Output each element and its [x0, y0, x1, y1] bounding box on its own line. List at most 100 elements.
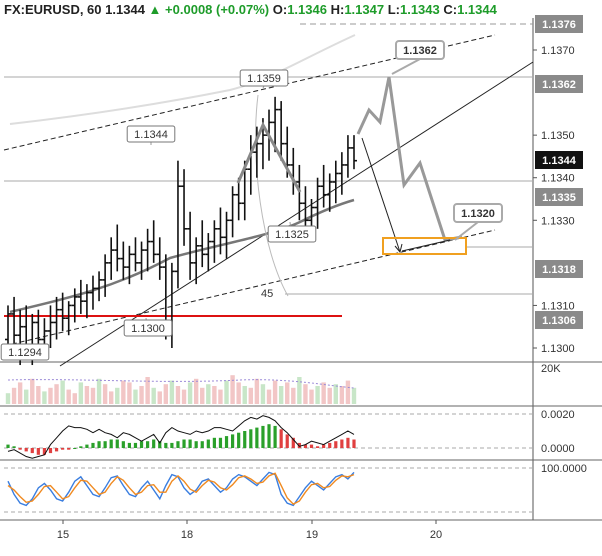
projection-arrow-line — [361, 137, 401, 253]
callout-1359-box — [239, 69, 289, 87]
price-axis-label: 1.1310 — [541, 300, 575, 312]
volume-bar — [102, 384, 108, 404]
macd-histogram-bar — [224, 436, 229, 448]
volume-bar — [212, 386, 217, 404]
ohlc-bar — [181, 169, 188, 246]
ohlc-bar — [83, 284, 90, 319]
macd-histogram-bar — [121, 441, 125, 448]
target-zone-box — [382, 237, 467, 255]
volume-bar — [230, 375, 235, 404]
volume-bar — [175, 386, 181, 404]
volume-bar — [157, 391, 162, 404]
callout-1325: 1.1325 — [267, 221, 317, 243]
macd-histogram-bar — [218, 437, 223, 448]
macd-histogram-bar — [67, 448, 71, 450]
volume-bar — [108, 391, 114, 404]
ohlc-bar — [320, 164, 327, 208]
ohlc-bar — [223, 211, 230, 259]
ohlc-bar — [71, 288, 78, 323]
macd-histogram-bar — [340, 439, 344, 448]
price-badge-11362: 1.1362 — [535, 75, 583, 93]
ohlc-bar — [344, 135, 351, 178]
open-value: 1.1346 — [287, 2, 327, 17]
volume-bar — [66, 389, 71, 404]
time-axis-label: 19 — [306, 529, 318, 541]
macd-histogram-bar — [6, 444, 10, 448]
volume-bar — [266, 389, 272, 404]
callout-1294-text: 1.1294 — [8, 347, 42, 359]
volume-bar — [17, 382, 23, 404]
volume-ma-line — [7, 379, 355, 389]
callout-1320-box — [453, 203, 503, 223]
volume-bar — [206, 384, 211, 404]
macd-histogram-bar — [315, 446, 320, 448]
macd-axis-label: 0.0020 — [541, 409, 575, 421]
macd-histogram-bar — [291, 437, 295, 448]
callout-1300: 1.1300 — [123, 317, 173, 337]
ohlc-bar — [272, 96, 279, 153]
ohlc-bar — [205, 233, 212, 272]
price-axis-label: 1.1370 — [541, 45, 575, 57]
volume-bar — [42, 391, 47, 404]
macd-histogram-bar — [279, 429, 283, 448]
ohlc-bar — [338, 152, 345, 195]
macd-histogram-bar — [297, 442, 301, 448]
ohlc-bar — [326, 173, 333, 212]
macd-histogram-bar — [285, 434, 289, 448]
callout-1325-text: 1.1325 — [275, 229, 309, 241]
volume-bar — [200, 387, 205, 404]
ohlc-bar — [278, 101, 285, 161]
macd-histogram-bar — [85, 444, 89, 448]
macd-histogram-bar — [194, 441, 198, 448]
macd-histogram-bar — [334, 441, 338, 448]
macd-histogram-bar — [328, 442, 332, 448]
macd-histogram-bar — [200, 441, 204, 448]
macd-histogram-bar — [73, 448, 77, 449]
callout-1294-box — [0, 343, 50, 361]
up-arrow-icon: ▲ — [148, 2, 162, 17]
low-value: 1.1343 — [399, 2, 440, 17]
volume-bar — [339, 386, 345, 404]
volume-bar — [169, 380, 175, 404]
ohlc-bar — [114, 224, 121, 272]
ohlc-bar — [89, 275, 96, 310]
ohlc-bar — [314, 177, 321, 229]
callout-1359-text: 1.1359 — [247, 73, 281, 85]
price-badge-text: 1.1376 — [542, 19, 576, 31]
macd-histogram-bar — [158, 441, 162, 448]
callout-1362-leader — [391, 58, 421, 75]
price-badge-bg — [535, 260, 583, 278]
macd-histogram-bar — [103, 441, 107, 448]
price-badge-11306: 1.1306 — [535, 311, 583, 329]
volume-bar — [121, 380, 126, 404]
macd-histogram-bar — [36, 448, 40, 455]
price-badge-bg — [535, 151, 583, 169]
volume-bar — [224, 380, 229, 404]
macd-histogram-bar — [91, 442, 95, 448]
angle-annotation: 45 — [261, 288, 273, 300]
volume-bar — [260, 384, 266, 404]
volume-bar — [254, 378, 260, 404]
ohlc-bar — [132, 237, 139, 272]
price-axis-label: 1.1330 — [541, 215, 575, 227]
macd-histogram-bar — [212, 437, 216, 448]
volume-bar — [321, 382, 326, 404]
macd-histogram-bar — [127, 442, 132, 448]
macd-histogram-bar — [42, 448, 47, 455]
ohlc-bar — [174, 160, 181, 289]
volume-bar — [145, 377, 150, 404]
high-label: H: — [330, 2, 345, 17]
callout-1359: 1.1359 — [239, 69, 289, 89]
symbol-label[interactable]: FX:EURUSD, 60 — [4, 2, 102, 17]
volume-bar — [151, 387, 156, 404]
volume-bar — [242, 386, 247, 404]
arrow-head-icon — [394, 243, 403, 254]
macd-histogram-bar — [152, 439, 156, 448]
volume-bar — [96, 378, 102, 404]
macd-histogram-bar — [188, 439, 192, 448]
volume-bar — [30, 378, 35, 404]
volume-bar — [345, 380, 351, 404]
price-badge-11344: 1.1344 — [535, 151, 583, 169]
stochastic-line-1 — [7, 471, 355, 507]
